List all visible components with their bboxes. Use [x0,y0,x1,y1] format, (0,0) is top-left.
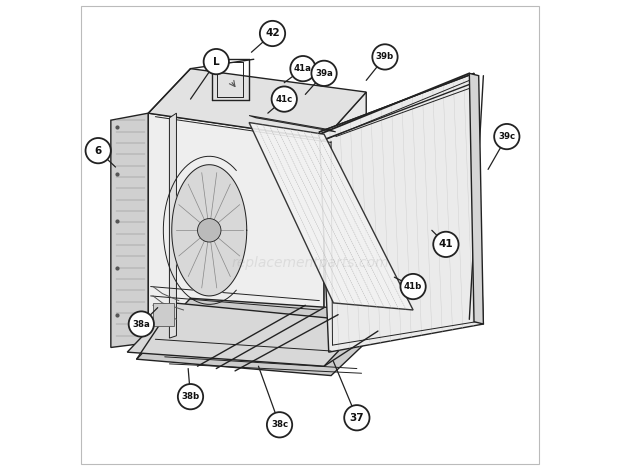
Text: 38c: 38c [271,420,288,429]
Circle shape [198,219,221,242]
Polygon shape [153,303,174,326]
Text: 41: 41 [438,239,453,250]
Text: 41a: 41a [294,64,312,73]
Polygon shape [469,73,484,324]
Circle shape [373,44,397,70]
Text: 38a: 38a [133,320,150,329]
Polygon shape [319,73,484,352]
Circle shape [267,412,292,438]
Circle shape [494,124,520,149]
Circle shape [203,49,229,74]
Circle shape [272,86,297,112]
Polygon shape [111,113,148,347]
Circle shape [178,384,203,409]
Polygon shape [136,310,378,376]
Polygon shape [127,303,366,366]
Text: 41c: 41c [276,94,293,103]
Text: 42: 42 [265,29,280,39]
Polygon shape [249,123,413,310]
Circle shape [344,405,370,431]
Polygon shape [169,113,177,338]
Text: 39a: 39a [315,69,333,78]
Polygon shape [148,69,366,139]
Circle shape [128,312,154,337]
Circle shape [260,21,285,46]
Circle shape [311,61,337,86]
Text: 41b: 41b [404,282,422,291]
Circle shape [433,232,459,257]
Text: replacementparts.com: replacementparts.com [231,256,389,270]
Polygon shape [324,92,366,354]
Circle shape [290,56,316,81]
Text: 37: 37 [350,413,364,423]
Circle shape [86,138,111,163]
Polygon shape [172,164,247,296]
Circle shape [401,274,426,299]
Text: 39c: 39c [498,132,515,141]
Text: L: L [213,56,219,67]
Polygon shape [249,116,336,132]
Text: 38b: 38b [182,392,200,401]
Polygon shape [148,113,324,354]
Text: 39b: 39b [376,53,394,62]
Text: 6: 6 [95,146,102,156]
Polygon shape [148,298,366,354]
